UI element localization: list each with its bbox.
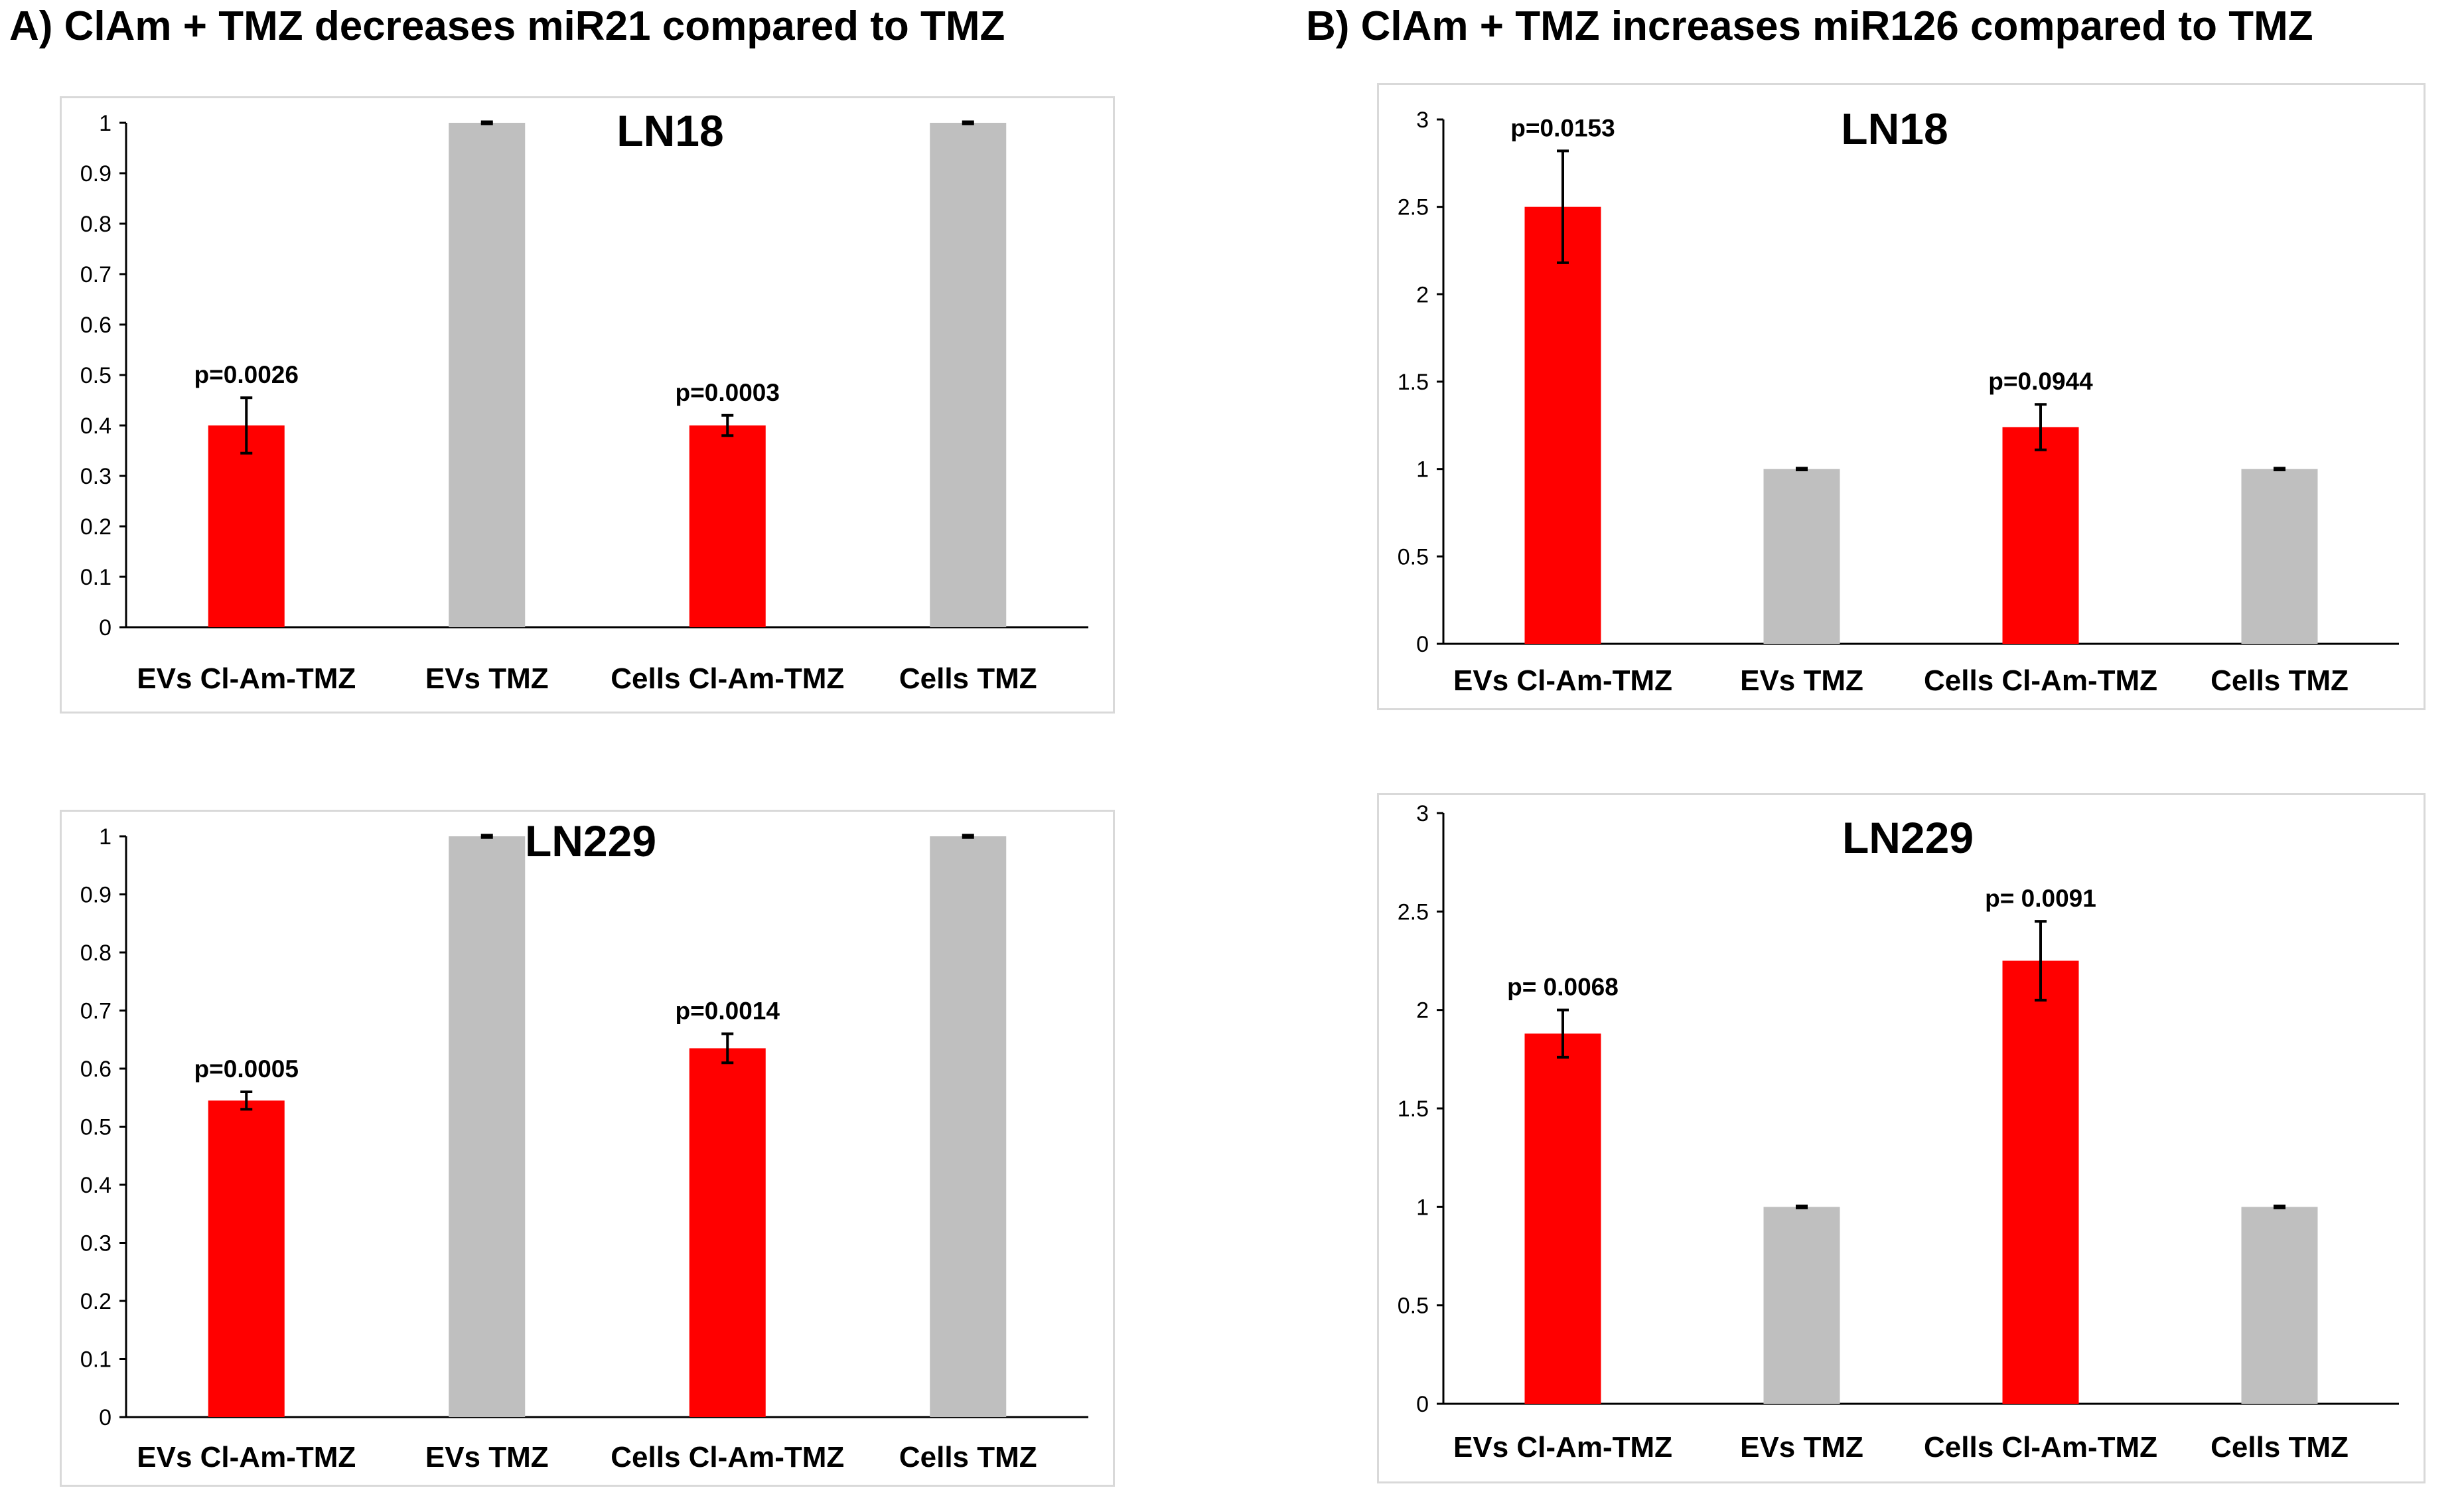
bar bbox=[1524, 206, 1601, 644]
y-tick-label: 0.9 bbox=[80, 883, 111, 908]
category-label: EVs Cl-Am-TMZ bbox=[137, 1441, 356, 1473]
p-value-label: p= 0.0068 bbox=[1507, 974, 1619, 1001]
category-label: EVs Cl-Am-TMZ bbox=[1453, 1431, 1672, 1464]
y-tick-label: 2.5 bbox=[1398, 195, 1429, 220]
category-label: Cells Cl-Am-TMZ bbox=[611, 662, 844, 695]
y-tick-label: 2 bbox=[1416, 282, 1429, 307]
chart-a-ln229: 0 0.1 0.2 0.3 0.4 0.5 0.6 0.7 0.8 0.9 1 p=0.0005 EVs… bbox=[60, 810, 1115, 1487]
bar bbox=[689, 425, 766, 627]
y-tick-label: 1.5 bbox=[1398, 1096, 1429, 1122]
chart-a-ln18: 0 0.1 0.2 0.3 0.4 0.5 0.6 0.7 0.8 0.9 1 p=0.0026 EVs… bbox=[60, 96, 1115, 714]
category-label: Cells Cl-Am-TMZ bbox=[611, 1441, 844, 1473]
category-label: EVs TMZ bbox=[1740, 1431, 1863, 1464]
y-tick-label: 1 bbox=[1416, 457, 1429, 483]
y-tick-label: 3 bbox=[1416, 801, 1429, 826]
p-value-label: p=0.0003 bbox=[676, 379, 780, 406]
y-tick-label: 0.5 bbox=[80, 363, 111, 388]
y-tick-label: 0.7 bbox=[80, 999, 111, 1024]
p-value-label: p=0.0944 bbox=[1988, 368, 2093, 395]
y-tick-label: 0 bbox=[99, 615, 111, 641]
bar bbox=[1763, 469, 1840, 644]
y-tick-label: 1 bbox=[99, 111, 111, 136]
chart-title: LN229 bbox=[525, 816, 656, 866]
y-tick-label: 0.1 bbox=[80, 1347, 111, 1373]
y-tick-label: 0.4 bbox=[80, 414, 111, 439]
p-value-label: p=0.0026 bbox=[194, 361, 299, 388]
bar bbox=[2241, 469, 2318, 644]
category-label: Cells TMZ bbox=[2210, 664, 2349, 697]
bar bbox=[1524, 1033, 1601, 1404]
chart-title: LN18 bbox=[1841, 104, 1948, 153]
y-tick-label: 0.5 bbox=[1398, 544, 1429, 569]
bar bbox=[449, 836, 526, 1417]
y-tick-label: 0.4 bbox=[80, 1173, 111, 1198]
bar bbox=[930, 123, 1007, 627]
y-tick-label: 0.5 bbox=[1398, 1294, 1429, 1319]
y-tick-label: 2 bbox=[1416, 998, 1429, 1023]
p-value-label: p=0.0153 bbox=[1510, 114, 1615, 141]
y-tick-label: 0 bbox=[1416, 632, 1429, 657]
y-tick-label: 0.7 bbox=[80, 262, 111, 287]
bar bbox=[1763, 1207, 1840, 1404]
category-label: EVs TMZ bbox=[425, 1441, 549, 1473]
bar bbox=[208, 1100, 285, 1417]
category-label: Cells TMZ bbox=[2210, 1431, 2349, 1464]
y-tick-label: 0 bbox=[99, 1405, 111, 1430]
category-label: Cells TMZ bbox=[899, 1441, 1037, 1473]
bar bbox=[2241, 1207, 2318, 1404]
category-label: EVs TMZ bbox=[1740, 664, 1863, 697]
bar bbox=[449, 123, 526, 627]
category-label: EVs Cl-Am-TMZ bbox=[1453, 664, 1672, 697]
category-label: EVs TMZ bbox=[425, 662, 549, 695]
y-tick-label: 0.2 bbox=[80, 1289, 111, 1314]
y-tick-label: 0.5 bbox=[80, 1115, 111, 1140]
p-value-label: p= 0.0091 bbox=[1985, 885, 2096, 912]
y-tick-label: 1.5 bbox=[1398, 370, 1429, 395]
y-tick-label: 0.8 bbox=[80, 212, 111, 237]
p-value-label: p=0.0005 bbox=[194, 1055, 299, 1083]
bar bbox=[208, 425, 285, 627]
y-tick-label: 0.1 bbox=[80, 565, 111, 590]
y-tick-label: 2.5 bbox=[1398, 899, 1429, 925]
category-label: Cells Cl-Am-TMZ bbox=[1924, 1431, 2157, 1464]
category-label: EVs Cl-Am-TMZ bbox=[137, 662, 356, 695]
chart-b-ln18: 0 0.5 1 1.5 2 2.5 3 p=0.0153 EVs Cl-Am-TMZ EVs TM… bbox=[1377, 83, 2426, 710]
bar bbox=[930, 836, 1007, 1417]
y-tick-label: 0.3 bbox=[80, 464, 111, 489]
chart-title: LN229 bbox=[1842, 813, 1974, 862]
panel-b-title: B) ClAm + TMZ increases miR126 compared … bbox=[1306, 3, 2313, 49]
y-tick-label: 3 bbox=[1416, 108, 1429, 133]
chart-title: LN18 bbox=[616, 106, 723, 155]
p-value-label: p=0.0014 bbox=[676, 998, 780, 1025]
y-tick-label: 0.6 bbox=[80, 313, 111, 338]
y-tick-label: 0.9 bbox=[80, 161, 111, 187]
category-label: Cells Cl-Am-TMZ bbox=[1924, 664, 2157, 697]
bar bbox=[2002, 427, 2079, 644]
y-tick-label: 0 bbox=[1416, 1392, 1429, 1417]
y-tick-label: 0.2 bbox=[80, 514, 111, 540]
y-tick-label: 1 bbox=[99, 824, 111, 850]
y-tick-label: 0.3 bbox=[80, 1231, 111, 1256]
bar bbox=[2002, 960, 2079, 1404]
y-tick-label: 0.6 bbox=[80, 1057, 111, 1082]
chart-b-ln229: 0 0.5 1 1.5 2 2.5 3 p= 0.0068 EVs Cl-Am-TMZ EVs T… bbox=[1377, 793, 2426, 1483]
panel-a-title: A) ClAm + TMZ decreases miR21 compared t… bbox=[9, 3, 1005, 49]
bar bbox=[689, 1048, 766, 1417]
y-tick-label: 0.8 bbox=[80, 941, 111, 966]
y-tick-label: 1 bbox=[1416, 1195, 1429, 1220]
category-label: Cells TMZ bbox=[899, 662, 1037, 695]
